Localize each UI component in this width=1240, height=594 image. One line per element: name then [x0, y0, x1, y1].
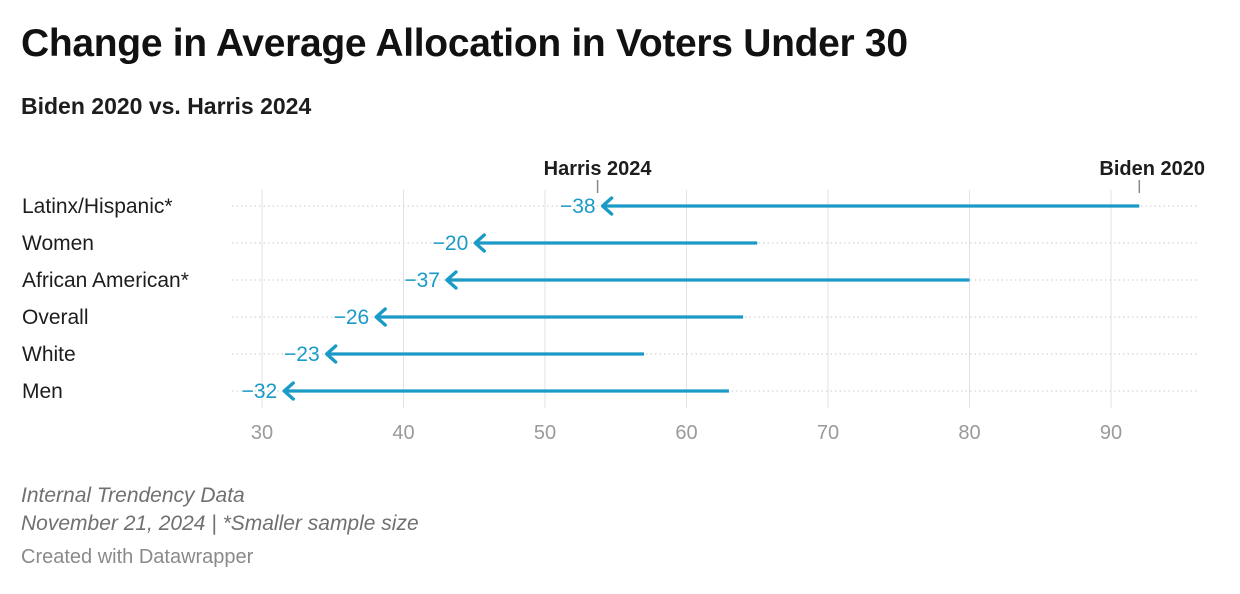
- x-tick-label: 60: [675, 422, 697, 444]
- change-label: −26: [334, 306, 370, 329]
- category-label: Women: [22, 232, 94, 255]
- arrow-chart: Latinx/Hispanic* −38 Harris 2024 Biden 2020…: [22, 158, 1205, 444]
- arrow-head: [445, 270, 458, 290]
- category-label: African American*: [22, 269, 189, 292]
- change-label: −32: [242, 380, 278, 403]
- x-tick-label: 40: [392, 422, 414, 444]
- x-tick-label: 70: [817, 422, 839, 444]
- x-tick-label: 30: [251, 422, 273, 444]
- arrow-head: [282, 381, 295, 401]
- category-label: White: [22, 343, 76, 366]
- change-label: −20: [433, 232, 469, 255]
- x-tick-label: 80: [958, 422, 980, 444]
- series-label-biden: Biden 2020: [1099, 158, 1205, 180]
- source-note: Internal Trendency Data November 21, 202…: [21, 482, 419, 538]
- arrow-head: [324, 344, 338, 364]
- series-label-harris: Harris 2024: [544, 158, 653, 180]
- datawrapper-credit[interactable]: Created with Datawrapper: [21, 546, 254, 568]
- category-label: Latinx/Hispanic*: [22, 195, 173, 218]
- change-label: −38: [560, 195, 596, 218]
- row-layer: [232, 196, 1198, 401]
- arrow-head: [600, 196, 614, 216]
- source-line-2: November 21, 2024 | *Smaller sample size: [21, 512, 419, 535]
- category-label: Overall: [22, 306, 89, 329]
- change-label: −23: [284, 343, 320, 366]
- x-tick-label: 90: [1100, 422, 1122, 444]
- x-axis: 30 40 50 60 70 80 90: [251, 422, 1122, 444]
- arrow-head: [473, 233, 486, 253]
- grid-layer: [261, 190, 1112, 408]
- chart-title: Change in Average Allocation in Voters U…: [21, 22, 908, 65]
- x-tick-label: 50: [534, 422, 556, 444]
- change-label: −37: [404, 269, 440, 292]
- chart-subtitle: Biden 2020 vs. Harris 2024: [21, 93, 312, 119]
- category-label: Men: [22, 380, 63, 403]
- arrow-head: [374, 307, 387, 327]
- source-line-1: Internal Trendency Data: [21, 484, 245, 507]
- label-layer: Latinx/Hispanic* −38 Harris 2024 Biden 2020…: [22, 158, 1205, 403]
